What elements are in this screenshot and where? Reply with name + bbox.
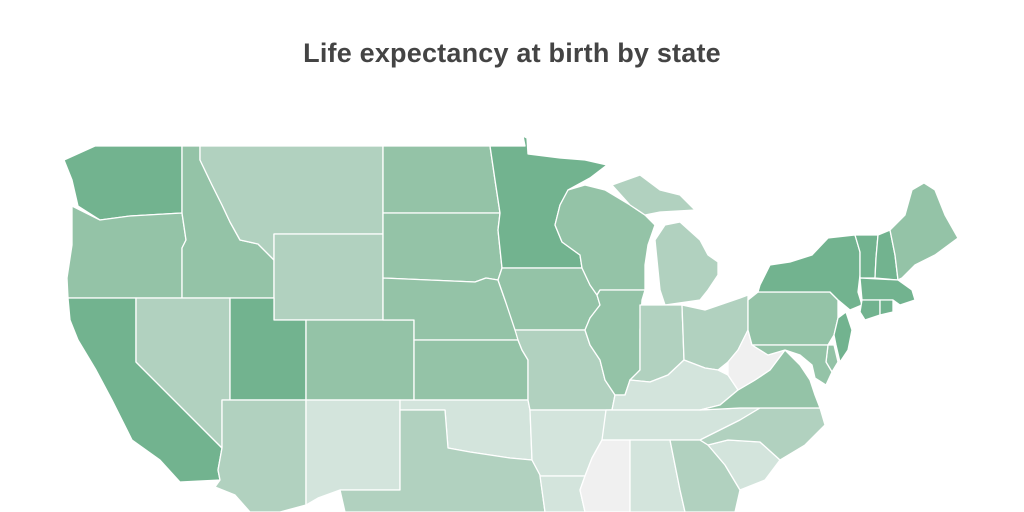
state-maine <box>889 182 959 281</box>
state-wyoming <box>273 233 384 321</box>
state-south-dakota <box>382 212 503 283</box>
state-colorado <box>305 319 415 401</box>
chart-title: Life expectancy at birth by state <box>303 38 721 68</box>
state-pennsylvania <box>747 291 839 346</box>
state-new-mexico <box>305 399 401 506</box>
state-louisiana <box>539 475 586 512</box>
state-michigan <box>611 174 719 306</box>
state-north-carolina <box>699 407 826 461</box>
state-washington <box>63 145 183 221</box>
state-arizona <box>214 399 307 512</box>
state-connecticut <box>859 299 881 321</box>
state-iowa <box>497 267 601 331</box>
state-rhode-island <box>879 299 894 316</box>
state-north-dakota <box>382 145 501 214</box>
state-maryland <box>751 344 833 386</box>
state-oregon <box>66 205 187 299</box>
state-kansas <box>413 339 529 401</box>
state-new-jersey <box>833 311 853 363</box>
